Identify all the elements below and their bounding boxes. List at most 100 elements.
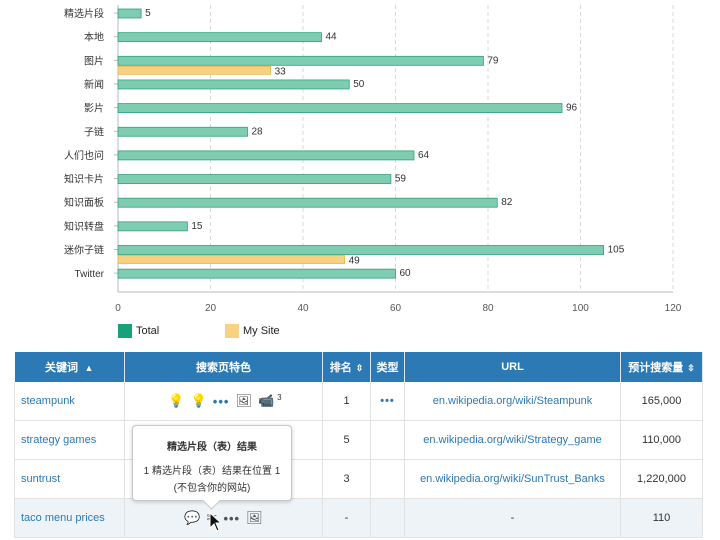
volume-cell: 110	[620, 498, 703, 538]
url-link[interactable]: en.wikipedia.org/wiki/Steampunk	[432, 395, 593, 407]
data-label: 33	[275, 66, 287, 77]
header-features: 搜索页特色	[124, 352, 323, 382]
bar-chart: 0 20 40 60 80 100 120 精选片段 5 本地 44 图片 79 33 新闻 50 影片 96 子链…	[64, 5, 682, 314]
bar-total	[117, 268, 396, 279]
y-tick-label: 知识转盘	[64, 220, 104, 233]
more-dots-icon[interactable]: •••	[380, 395, 395, 407]
lightbulb-icon[interactable]: 💡	[168, 393, 185, 409]
table-row: suntrust 3 en.wikipedia.org/wiki/SunTrus…	[14, 459, 703, 499]
url-cell: -	[404, 498, 621, 538]
sort-up-icon: ▲	[82, 363, 94, 373]
data-label: 79	[487, 55, 499, 66]
bar-total	[117, 79, 350, 90]
legend-mysite[interactable]: My Site	[225, 324, 280, 338]
type-cell	[370, 459, 405, 499]
y-tick-label: 知识卡片	[64, 173, 104, 186]
legend-mysite-label: My Site	[243, 325, 280, 337]
data-label: 60	[400, 268, 412, 279]
header-url: URL	[404, 352, 621, 382]
y-tick-label: 图片	[84, 54, 104, 67]
x-tick-label: 0	[115, 303, 121, 314]
y-tick-label: 影片	[84, 102, 104, 115]
header-url-label: URL	[501, 361, 524, 373]
comments-icon[interactable]: 💬	[184, 510, 201, 525]
type-cell	[370, 420, 405, 460]
tooltip-line: 1 精选片段（表）结果在位置 1	[143, 466, 281, 477]
bar-total	[117, 126, 248, 137]
tooltip-title: 精选片段（表）结果	[167, 442, 257, 453]
header-keyword-label: 关键词	[45, 362, 79, 374]
data-label: 96	[566, 103, 578, 114]
type-cell	[370, 498, 405, 538]
table-row: strategy games 5 en.wikipedia.org/wiki/S…	[14, 420, 703, 460]
sort-icon: ⇳	[687, 363, 695, 373]
bar-total	[117, 8, 142, 19]
bar-total	[117, 197, 498, 208]
data-label: 49	[349, 256, 361, 267]
keyword-link[interactable]: strategy games	[21, 434, 97, 446]
bar-total	[117, 32, 322, 43]
sort-icon: ⇳	[355, 363, 364, 373]
y-tick-label: 子链	[84, 125, 104, 138]
x-tick-label: 80	[482, 303, 494, 314]
image-icon[interactable]: 🖼	[235, 393, 252, 409]
lightbulb-icon[interactable]: 💡	[190, 393, 207, 409]
data-label: 50	[353, 79, 365, 90]
rank-cell: -	[322, 498, 371, 538]
rank-cell: 1	[322, 382, 371, 421]
header-rank[interactable]: 排名 ⇳	[322, 352, 371, 382]
y-tick-label: 精选片段	[64, 7, 104, 20]
keyword-link[interactable]: steampunk	[21, 395, 75, 407]
keyword-link[interactable]: taco menu prices	[21, 512, 105, 524]
bar-total	[117, 103, 563, 113]
data-label: 82	[501, 197, 513, 208]
more-dots-icon[interactable]: •••	[223, 510, 241, 526]
data-label: 64	[418, 150, 430, 161]
header-volume[interactable]: 预计搜索量 ⇳	[620, 352, 703, 382]
legend-mysite-swatch	[225, 324, 239, 338]
y-tick-label: 迷你子链	[64, 244, 104, 257]
legend-total[interactable]: Total	[118, 324, 159, 338]
url-link[interactable]: en.wikipedia.org/wiki/Strategy_game	[423, 434, 602, 446]
table-row: taco menu prices 💬✂•••🖼 - - 110	[14, 498, 703, 538]
x-tick-label: 40	[297, 303, 309, 314]
bar-total	[117, 245, 605, 255]
data-label: 28	[252, 126, 264, 137]
data-label: 105	[608, 245, 625, 256]
y-tick-label: Twitter	[75, 269, 105, 280]
volume-cell: 165,000	[620, 382, 703, 421]
data-label: 59	[395, 174, 407, 185]
keyword-link[interactable]: suntrust	[21, 473, 61, 485]
header-rank-label: 排名	[329, 362, 352, 374]
x-tick-label: 100	[572, 303, 589, 314]
bar-total	[117, 150, 415, 161]
y-tick-label: 知识面板	[64, 196, 104, 209]
video-count: 3	[277, 392, 282, 402]
url-link[interactable]: en.wikipedia.org/wiki/SunTrust_Banks	[420, 473, 605, 485]
bar-total	[117, 55, 484, 66]
bar-total	[117, 174, 392, 184]
data-label: 44	[326, 32, 338, 43]
video-icon[interactable]: 📹	[257, 393, 275, 409]
y-tick-label: 本地	[84, 31, 104, 44]
header-features-label: 搜索页特色	[196, 362, 251, 374]
x-tick-label: 120	[665, 303, 682, 314]
table-header-row: 关键词 ▲ 搜索页特色 排名 ⇳ 类型 URL 预计搜索量 ⇳	[14, 352, 703, 382]
y-tick-label: 人们也问	[64, 149, 104, 162]
rank-cell: 5	[322, 420, 371, 460]
data-label: 15	[191, 221, 203, 232]
image-icon[interactable]: 🖼	[246, 510, 263, 525]
header-type: 类型	[370, 352, 405, 382]
bar-mysite	[117, 255, 346, 264]
data-label: 5	[145, 8, 151, 19]
header-volume-label: 预计搜索量	[628, 362, 684, 374]
volume-cell: 1,220,000	[620, 459, 703, 499]
header-type-label: 类型	[376, 362, 399, 374]
volume-cell: 110,000	[620, 420, 703, 460]
rank-cell: 3	[322, 459, 371, 499]
header-keyword[interactable]: 关键词 ▲	[14, 352, 125, 382]
x-tick-label: 20	[205, 303, 217, 314]
more-dots-icon[interactable]: •••	[212, 393, 230, 409]
legend-total-swatch	[118, 324, 132, 338]
bar-total	[117, 221, 188, 232]
